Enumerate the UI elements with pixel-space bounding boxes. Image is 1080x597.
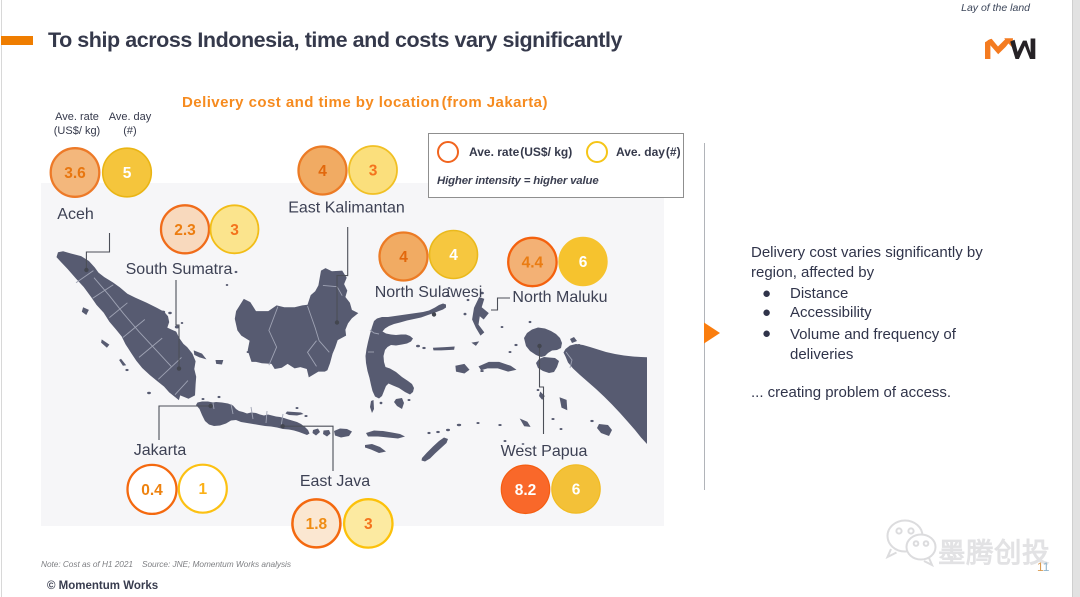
svg-text:0.4: 0.4 — [141, 482, 163, 499]
svg-text:5: 5 — [123, 165, 132, 182]
svg-text:6: 6 — [572, 482, 581, 499]
svg-text:West Papua: West Papua — [501, 443, 588, 460]
svg-text:4: 4 — [399, 249, 408, 266]
svg-text:3: 3 — [230, 222, 239, 239]
svg-text:Aceh: Aceh — [57, 206, 93, 223]
svg-text:1: 1 — [198, 481, 207, 498]
svg-text:North Maluku: North Maluku — [512, 289, 607, 306]
svg-text:4: 4 — [318, 163, 327, 180]
svg-text:East Java: East Java — [300, 473, 370, 490]
svg-text:3.6: 3.6 — [64, 165, 86, 182]
svg-text:6: 6 — [579, 254, 588, 271]
svg-text:4: 4 — [449, 247, 458, 264]
svg-text:Jakarta: Jakarta — [134, 442, 187, 459]
svg-text:4.4: 4.4 — [522, 255, 544, 272]
svg-text:8.2: 8.2 — [515, 482, 537, 499]
svg-text:3: 3 — [364, 516, 373, 533]
svg-text:South Sumatra: South Sumatra — [126, 261, 233, 278]
svg-text:3: 3 — [369, 163, 378, 180]
svg-text:2.3: 2.3 — [174, 222, 196, 239]
svg-text:1.8: 1.8 — [306, 516, 328, 533]
svg-text:East Kalimantan: East Kalimantan — [288, 200, 405, 217]
svg-text:North Sulawesi: North Sulawesi — [375, 284, 483, 301]
